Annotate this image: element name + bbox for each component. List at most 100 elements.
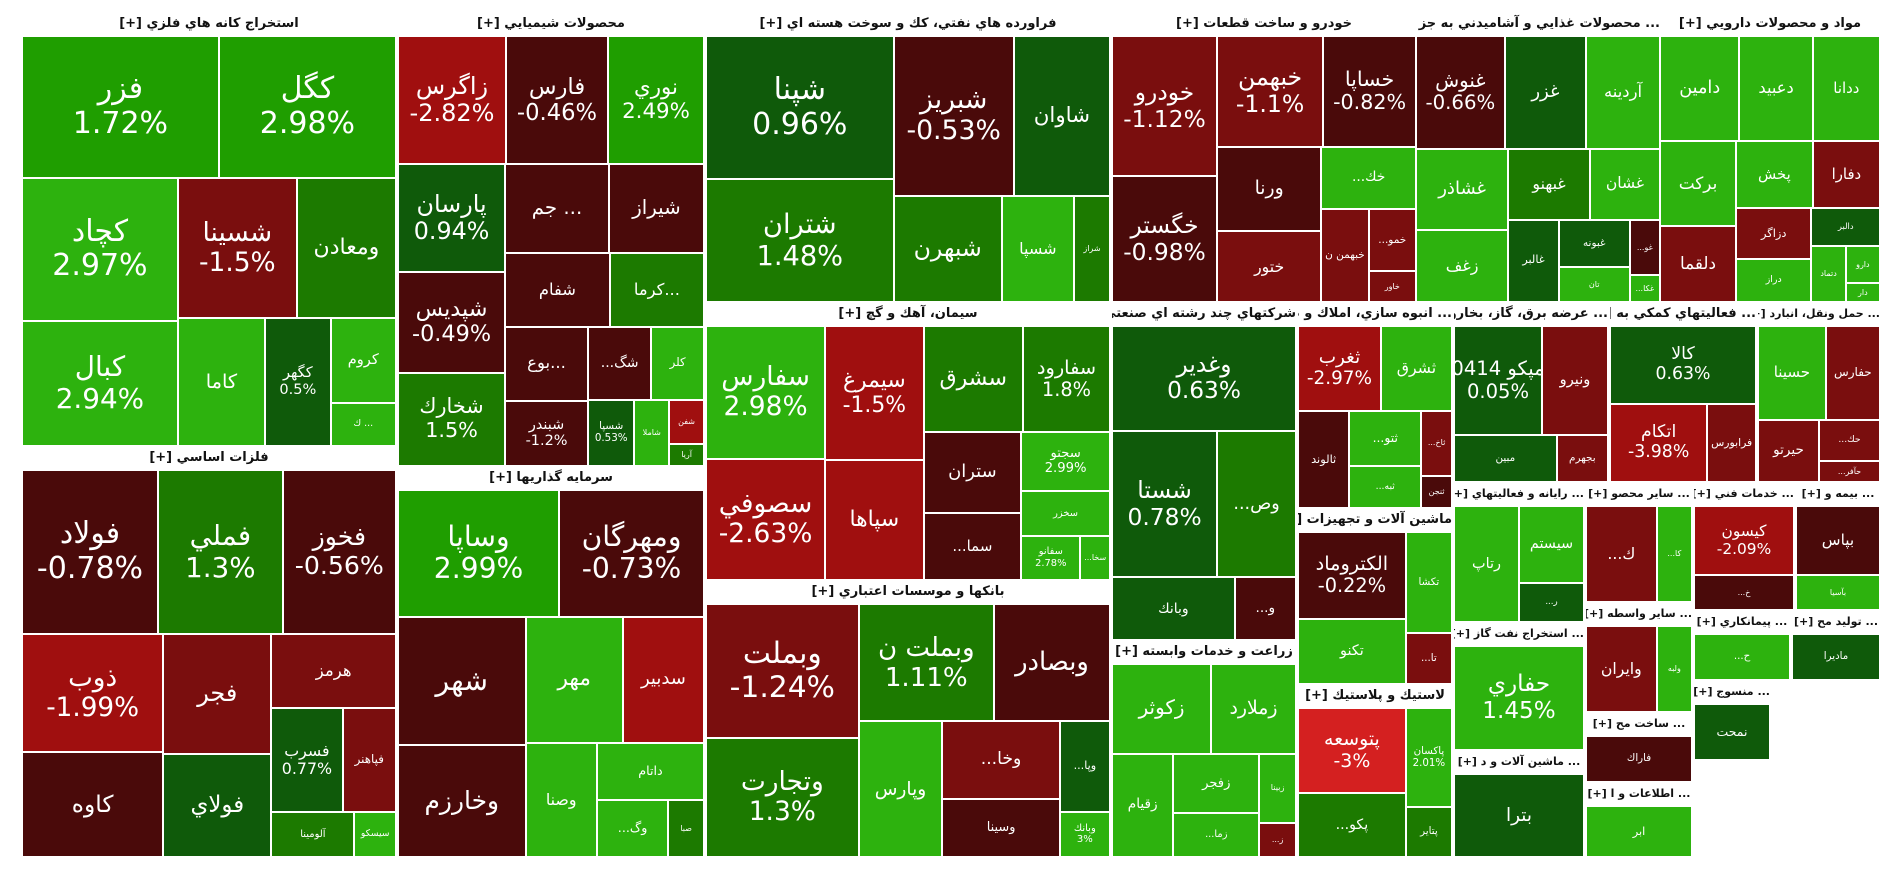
sector-header[interactable]: بانكها و موسسات اعتباري [+] xyxy=(706,580,1110,603)
symbol-tile[interactable]: كبال 2.94% xyxy=(22,320,178,446)
sector-header[interactable]: ... پيمانكاري [+] xyxy=(1694,610,1790,633)
sector-header[interactable]: ... خدمات فني [+] xyxy=(1694,482,1794,505)
symbol-tile[interactable]: ...كرما xyxy=(609,253,704,327)
symbol-tile[interactable]: وخا... xyxy=(942,721,1060,799)
symbol-tile[interactable]: داتام xyxy=(596,742,704,800)
symbol-tile[interactable]: پخش xyxy=(1736,141,1813,209)
symbol-tile[interactable]: دتماد xyxy=(1811,245,1846,302)
symbol-tile[interactable]: سفانو 2.78% xyxy=(1021,535,1081,580)
sector-header[interactable]: ... استخراج نفت گاز [+] xyxy=(1454,622,1584,645)
sector-header[interactable]: ... فعاليتهاي كمكي به [+] xyxy=(1610,302,1756,325)
symbol-tile[interactable]: سپاها xyxy=(825,459,924,580)
symbol-tile[interactable]: الكتروماد -0.22% xyxy=(1298,532,1406,619)
sector-header[interactable]: ... ساير واسطه [+] xyxy=(1586,602,1692,625)
symbol-tile[interactable]: پتوسعه -3% xyxy=(1298,708,1406,794)
symbol-tile[interactable]: سما... xyxy=(923,512,1022,580)
symbol-tile[interactable]: مهر xyxy=(525,616,623,743)
symbol-tile[interactable]: بآسيا xyxy=(1796,575,1880,610)
symbol-tile[interactable]: وبملت ن 1.11% xyxy=(858,604,994,722)
sector-header[interactable]: فراورده هاي نفتي، كك و سوخت هسته اي [+] xyxy=(706,12,1110,35)
symbol-tile[interactable]: شفام xyxy=(505,253,610,327)
sector-header[interactable]: شركتهاي چند رشته اي صنعتي [+] xyxy=(1112,302,1296,325)
symbol-tile[interactable]: حيرتو xyxy=(1758,419,1819,482)
symbol-tile[interactable]: شبندر -1.2% xyxy=(505,401,588,466)
sector-header[interactable]: لاستيك و پلاستيك [+] xyxy=(1298,684,1452,707)
symbol-tile[interactable]: سفارس 2.98% xyxy=(706,326,826,459)
symbol-tile[interactable]: ستران xyxy=(923,431,1022,513)
symbol-tile[interactable]: شبهرن xyxy=(893,195,1002,302)
symbol-tile[interactable]: ثنجن xyxy=(1421,475,1452,508)
symbol-tile[interactable]: ح... xyxy=(1694,634,1790,680)
symbol-tile[interactable]: بجهرم xyxy=(1556,435,1608,482)
sector-header[interactable]: ... توليد مح [+] xyxy=(1792,610,1880,633)
symbol-tile[interactable]: دفارا xyxy=(1812,141,1880,209)
symbol-tile[interactable]: ر... xyxy=(1519,583,1584,622)
symbol-tile[interactable]: زما... xyxy=(1173,812,1260,857)
symbol-tile[interactable]: كيسون -2.09% xyxy=(1694,506,1794,576)
symbol-tile[interactable]: كگهر 0.5% xyxy=(265,318,331,446)
symbol-tile[interactable]: آردينه xyxy=(1586,36,1660,149)
symbol-tile[interactable]: كروم xyxy=(330,318,396,404)
symbol-tile[interactable]: خمو... xyxy=(1368,208,1416,271)
symbol-tile[interactable]: وگ... xyxy=(596,799,669,857)
symbol-tile[interactable]: فملي 1.3% xyxy=(158,470,283,634)
symbol-tile[interactable]: سخا... xyxy=(1080,535,1110,580)
symbol-tile[interactable]: ومعادن xyxy=(296,177,396,319)
sector-header[interactable]: ... محصولات غذايي و آشاميدني به جز قند [… xyxy=(1416,12,1660,35)
symbol-tile[interactable]: ... ك xyxy=(330,403,396,446)
symbol-tile[interactable]: غنوش -0.66% xyxy=(1416,36,1505,149)
symbol-tile[interactable]: خودرو -1.12% xyxy=(1112,36,1218,176)
symbol-tile[interactable]: شسپا xyxy=(1001,195,1074,302)
sector-header[interactable]: محصولات شيميايي [+] xyxy=(398,12,704,35)
symbol-tile[interactable]: ثبه... xyxy=(1349,466,1422,508)
symbol-tile[interactable]: نمحت xyxy=(1694,704,1770,760)
symbol-tile[interactable]: غشاذر xyxy=(1416,148,1509,230)
symbol-tile[interactable]: بپاس xyxy=(1796,506,1880,576)
symbol-tile[interactable]: زاگرس -2.82% xyxy=(398,36,506,165)
sector-header[interactable]: ماشين آلات و تجهيزات [+] xyxy=(1298,508,1452,531)
symbol-tile[interactable]: شفن xyxy=(669,399,704,444)
symbol-tile[interactable]: حفارس xyxy=(1825,326,1880,420)
sector-header[interactable]: ... منسوج [+] xyxy=(1694,680,1770,703)
symbol-tile[interactable]: خگستر -0.98% xyxy=(1112,176,1218,302)
symbol-tile[interactable]: شتران 1.48% xyxy=(706,179,894,302)
sector-header[interactable]: سرمايه گذاريها [+] xyxy=(398,466,704,489)
symbol-tile[interactable]: پتاير xyxy=(1405,807,1452,857)
symbol-tile[interactable]: رتاپ xyxy=(1454,506,1519,622)
symbol-tile[interactable]: ... جم xyxy=(505,164,609,254)
symbol-tile[interactable]: سشرق xyxy=(923,326,1023,432)
symbol-tile[interactable]: حسينا xyxy=(1758,326,1826,420)
symbol-tile[interactable]: ثالوند xyxy=(1298,410,1350,508)
symbol-tile[interactable]: فخوز -0.56% xyxy=(282,470,396,634)
symbol-tile[interactable]: ذوب -1.99% xyxy=(22,633,164,752)
symbol-tile[interactable]: فزر 1.72% xyxy=(22,36,219,178)
symbol-tile[interactable]: ز... xyxy=(1259,822,1296,857)
symbol-tile[interactable]: كچاد 2.97% xyxy=(22,177,178,321)
symbol-tile[interactable]: خساپا -0.82% xyxy=(1323,36,1416,147)
symbol-tile[interactable]: زفجر xyxy=(1173,753,1260,813)
sector-header[interactable]: سيمان، آهك و گچ [+] xyxy=(706,302,1110,325)
symbol-tile[interactable]: وصنا xyxy=(525,742,597,857)
symbol-tile[interactable]: فارس -0.46% xyxy=(506,36,608,165)
symbol-tile[interactable]: فپاهنر xyxy=(342,708,396,813)
symbol-tile[interactable]: غبهنو xyxy=(1508,148,1590,220)
symbol-tile[interactable]: مبين xyxy=(1454,435,1557,482)
symbol-tile[interactable]: پارسان 0.94% xyxy=(398,164,506,272)
symbol-tile[interactable]: كا... xyxy=(1656,506,1692,602)
sector-header[interactable]: ... عرضه برق، گاز، بخاروآ [+] xyxy=(1454,302,1608,325)
sector-header[interactable]: ... اطلاعات و ا [+] xyxy=(1586,782,1692,805)
symbol-tile[interactable]: مادیرا xyxy=(1792,634,1880,680)
symbol-tile[interactable]: نوري 2.49% xyxy=(608,36,704,165)
symbol-tile[interactable]: دار xyxy=(1845,283,1880,302)
symbol-tile[interactable]: ولبه xyxy=(1656,626,1692,712)
symbol-tile[interactable]: شپنا 0.96% xyxy=(706,36,894,180)
symbol-tile[interactable]: پاکسان 2.01% xyxy=(1405,708,1452,808)
symbol-tile[interactable]: شسینا -1.5% xyxy=(177,177,297,319)
sector-header[interactable]: ... رايانه و فعاليتهاي [+] xyxy=(1454,482,1584,505)
symbol-tile[interactable]: شپدیس -0.49% xyxy=(398,272,506,373)
symbol-tile[interactable]: زملارد xyxy=(1211,664,1296,754)
symbol-tile[interactable]: وپا... xyxy=(1059,721,1110,812)
symbol-tile[interactable]: فولاد -0.78% xyxy=(22,470,158,634)
symbol-tile[interactable]: غو... xyxy=(1629,219,1660,275)
symbol-tile[interactable]: فرابورس xyxy=(1707,404,1756,482)
